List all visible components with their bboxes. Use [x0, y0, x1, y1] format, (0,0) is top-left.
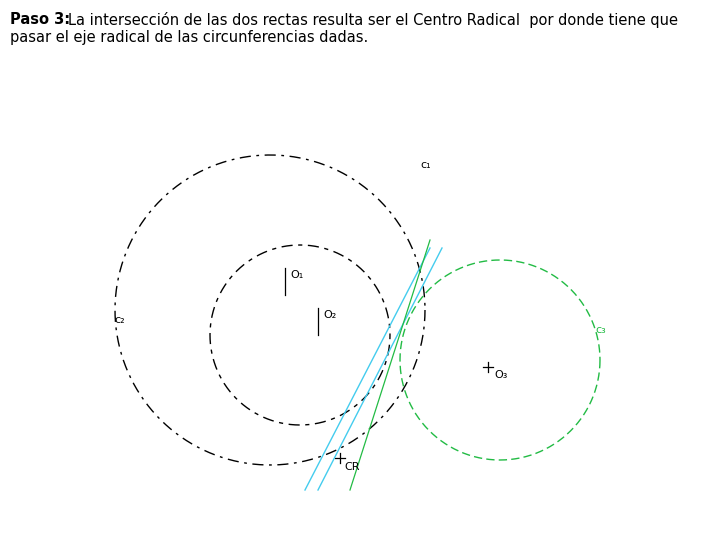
Text: La intersección de las dos rectas resulta ser el Centro Radical  por donde tiene: La intersección de las dos rectas result…: [68, 12, 678, 28]
Text: O₁: O₁: [290, 270, 303, 280]
Text: O₃: O₃: [494, 370, 508, 380]
Text: Paso 3:: Paso 3:: [10, 12, 70, 27]
Text: pasar el eje radical de las circunferencias dadas.: pasar el eje radical de las circunferenc…: [10, 30, 368, 45]
Text: c₁: c₁: [420, 160, 431, 170]
Text: c₃: c₃: [595, 325, 606, 335]
Text: c₂: c₂: [114, 315, 125, 325]
Text: O₂: O₂: [323, 310, 336, 320]
Text: CR: CR: [344, 462, 359, 472]
